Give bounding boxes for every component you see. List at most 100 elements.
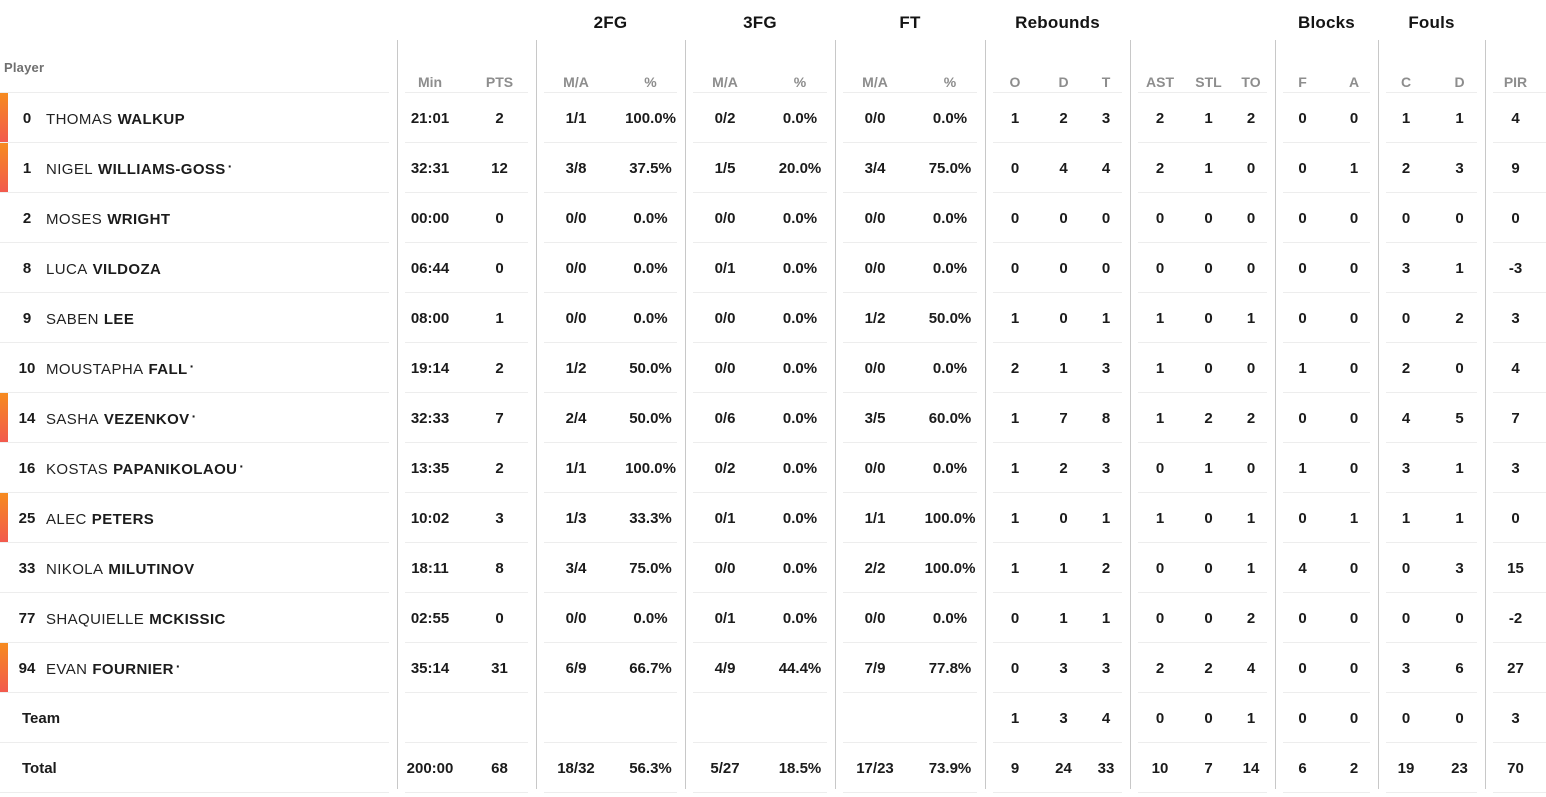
stat-cell-to: 2 (1246, 109, 1256, 127)
column-divider (685, 40, 686, 789)
stat-cell-ast: 0 (1155, 559, 1165, 577)
table-row-player-2: 2 MOSES WRIGHT 00:00 0 0/0 0.0% 0/0 0.0% … (0, 193, 1546, 243)
player-name: SHAQUIELLE MCKISSIC (46, 608, 228, 628)
table-row-player-0: 0 THOMAS WALKUP 21:01 2 1/1 100.0% 0/2 0.… (0, 93, 1546, 143)
stat-cell-to: 2 (1246, 609, 1256, 627)
stat-cell-foul-c: 2 (1401, 159, 1411, 177)
stat-cell-blk-a: 1 (1349, 159, 1359, 177)
stat-cell-2fg-pct: 0.0% (633, 209, 668, 227)
stat-cell-2fg-ma: 2/4 (565, 409, 587, 427)
stat-cell-to: 0 (1246, 359, 1256, 377)
player-first-name: MOUSTAPHA (46, 361, 144, 378)
player-name: NIGEL WILLIAMS-GOSS · (46, 158, 233, 178)
stat-cell-3fg-pct: 0.0% (782, 459, 818, 477)
stat-cell-pts: 1 (495, 309, 504, 327)
stat-cell-pir: -2 (1508, 609, 1523, 627)
stat-cell-reb-o: 1 (1010, 559, 1020, 577)
stat-cell-pir: 27 (1507, 659, 1524, 677)
stat-cell-pts: 2 (495, 109, 504, 127)
stat-cell-pir: 0 (1511, 509, 1520, 527)
table-row-player-14: 14 SASHA VEZENKOV · 32:33 7 2/4 50.0% 0/6 … (0, 393, 1546, 443)
column-divider (397, 40, 398, 789)
player-first-name: LUCA (46, 261, 88, 278)
stat-cell-2fg-ma: 3/4 (565, 559, 587, 577)
group-header-spacer-pir (1485, 13, 1546, 40)
stat-cell-3fg-ma: 1/5 (714, 159, 736, 177)
stat-cell-pts: 31 (491, 659, 508, 677)
stat-cell-ast: 10 (1151, 759, 1169, 777)
player-first-name: MOSES (46, 211, 103, 228)
stat-cell-3fg-pct: 0.0% (782, 359, 818, 377)
stat-cell-stl: 1 (1204, 459, 1213, 477)
group-header-spacer-ast (1130, 13, 1275, 40)
stat-cell-ft-ma: 2/2 (864, 559, 886, 577)
stat-cell-2fg-pct: 0.0% (633, 609, 668, 627)
stat-cell-ft-ma: 17/23 (856, 759, 894, 777)
stat-cell-blk-f: 4 (1298, 559, 1307, 577)
stat-cell-stl: 0 (1204, 709, 1213, 727)
player-cell: Team (0, 693, 397, 743)
stat-cell-blk-a: 0 (1349, 409, 1359, 427)
stat-cell-blk-a: 0 (1349, 109, 1359, 127)
player-name: KOSTAS PAPANIKOLAOU · (46, 458, 244, 478)
starter-dot-icon: · (227, 158, 233, 174)
player-column-label: Player (4, 60, 45, 75)
stat-cell-2fg-ma: 0/0 (565, 609, 587, 627)
starter-dot-icon: · (175, 658, 181, 674)
stat-cell-ast: 1 (1155, 409, 1165, 427)
stat-cell-ft-ma: 1/1 (864, 509, 886, 527)
stat-cell-reb-t: 4 (1101, 159, 1111, 177)
stat-cell-min: 35:14 (410, 659, 450, 677)
stat-cell-blk-f: 0 (1298, 609, 1307, 627)
column-header-reb-o: O (1009, 74, 1021, 90)
stat-cell-min: 00:00 (410, 209, 450, 227)
on-court-indicator (0, 493, 8, 543)
player-cell: 1 NIGEL WILLIAMS-GOSS · (0, 143, 397, 193)
stat-cell-3fg-ma: 0/0 (714, 359, 736, 377)
table-row-player-10: 10 MOUSTAPHA FALL · 19:14 2 1/2 50.0% 0/0 … (0, 343, 1546, 393)
stat-cell-reb-t: 3 (1101, 459, 1111, 477)
stat-cell-reb-t: 4 (1101, 709, 1111, 727)
stat-cell-reb-o: 0 (1010, 659, 1020, 677)
stat-cell-min: 32:31 (410, 159, 450, 177)
stat-cell-pts: 68 (491, 759, 508, 777)
stat-cell-reb-o: 0 (1010, 259, 1020, 277)
stat-cell-reb-t: 3 (1101, 659, 1111, 677)
stat-cell-reb-t: 3 (1101, 359, 1111, 377)
stat-cell-reb-o: 1 (1010, 459, 1020, 477)
starter-dot-icon: · (239, 458, 245, 474)
stat-cell-to: 1 (1246, 559, 1256, 577)
stat-cell-pts: 3 (495, 509, 504, 527)
stat-cell-to: 1 (1246, 509, 1256, 527)
table-body: 0 THOMAS WALKUP 21:01 2 1/1 100.0% 0/2 0.… (0, 93, 1546, 793)
stat-cell-stl: 0 (1204, 609, 1213, 627)
column-header-2fg-ma: M/A (563, 74, 589, 90)
stat-cell-to: 0 (1246, 259, 1256, 277)
player-first-name: NIKOLA (46, 561, 104, 578)
table-row-player-9: 9 SABEN LEE 08:00 1 0/0 0.0% 0/0 0.0% 1/2… (0, 293, 1546, 343)
table-row-player-25: 25 ALEC PETERS 10:02 3 1/3 33.3% 0/1 0.0%… (0, 493, 1546, 543)
stat-cell-min: 10:02 (410, 509, 450, 527)
table-row-player-94: 94 EVAN FOURNIER · 35:14 31 6/9 66.7% 4/9 … (0, 643, 1546, 693)
stat-cell-2fg-pct: 33.3% (629, 509, 672, 527)
column-header-min: Min (417, 74, 443, 90)
stat-cell-pts: 2 (495, 359, 504, 377)
stat-cell-stl: 0 (1204, 559, 1213, 577)
stat-cell-ast: 2 (1155, 659, 1165, 677)
player-last-name: VEZENKOV (103, 411, 190, 428)
column-header-ft-ma: M/A (862, 74, 888, 90)
player-number: 16 (18, 459, 36, 477)
stat-cell-pir: 7 (1511, 409, 1520, 427)
stat-cell-blk-f: 1 (1298, 359, 1307, 377)
player-cell: 33 NIKOLA MILUTINOV (0, 543, 397, 593)
stat-cell-reb-t: 3 (1101, 109, 1111, 127)
stat-cell-reb-o: 9 (1010, 759, 1020, 777)
on-court-indicator (0, 93, 8, 143)
stat-cell-ast: 1 (1155, 359, 1165, 377)
stat-cell-2fg-pct: 50.0% (629, 359, 672, 377)
stat-cell-to: 0 (1246, 159, 1256, 177)
player-cell: 8 LUCA VILDOZA (0, 243, 397, 293)
stat-cell-foul-d: 0 (1455, 609, 1464, 627)
stat-cell-foul-d: 6 (1455, 659, 1464, 677)
player-number: 94 (18, 659, 36, 677)
